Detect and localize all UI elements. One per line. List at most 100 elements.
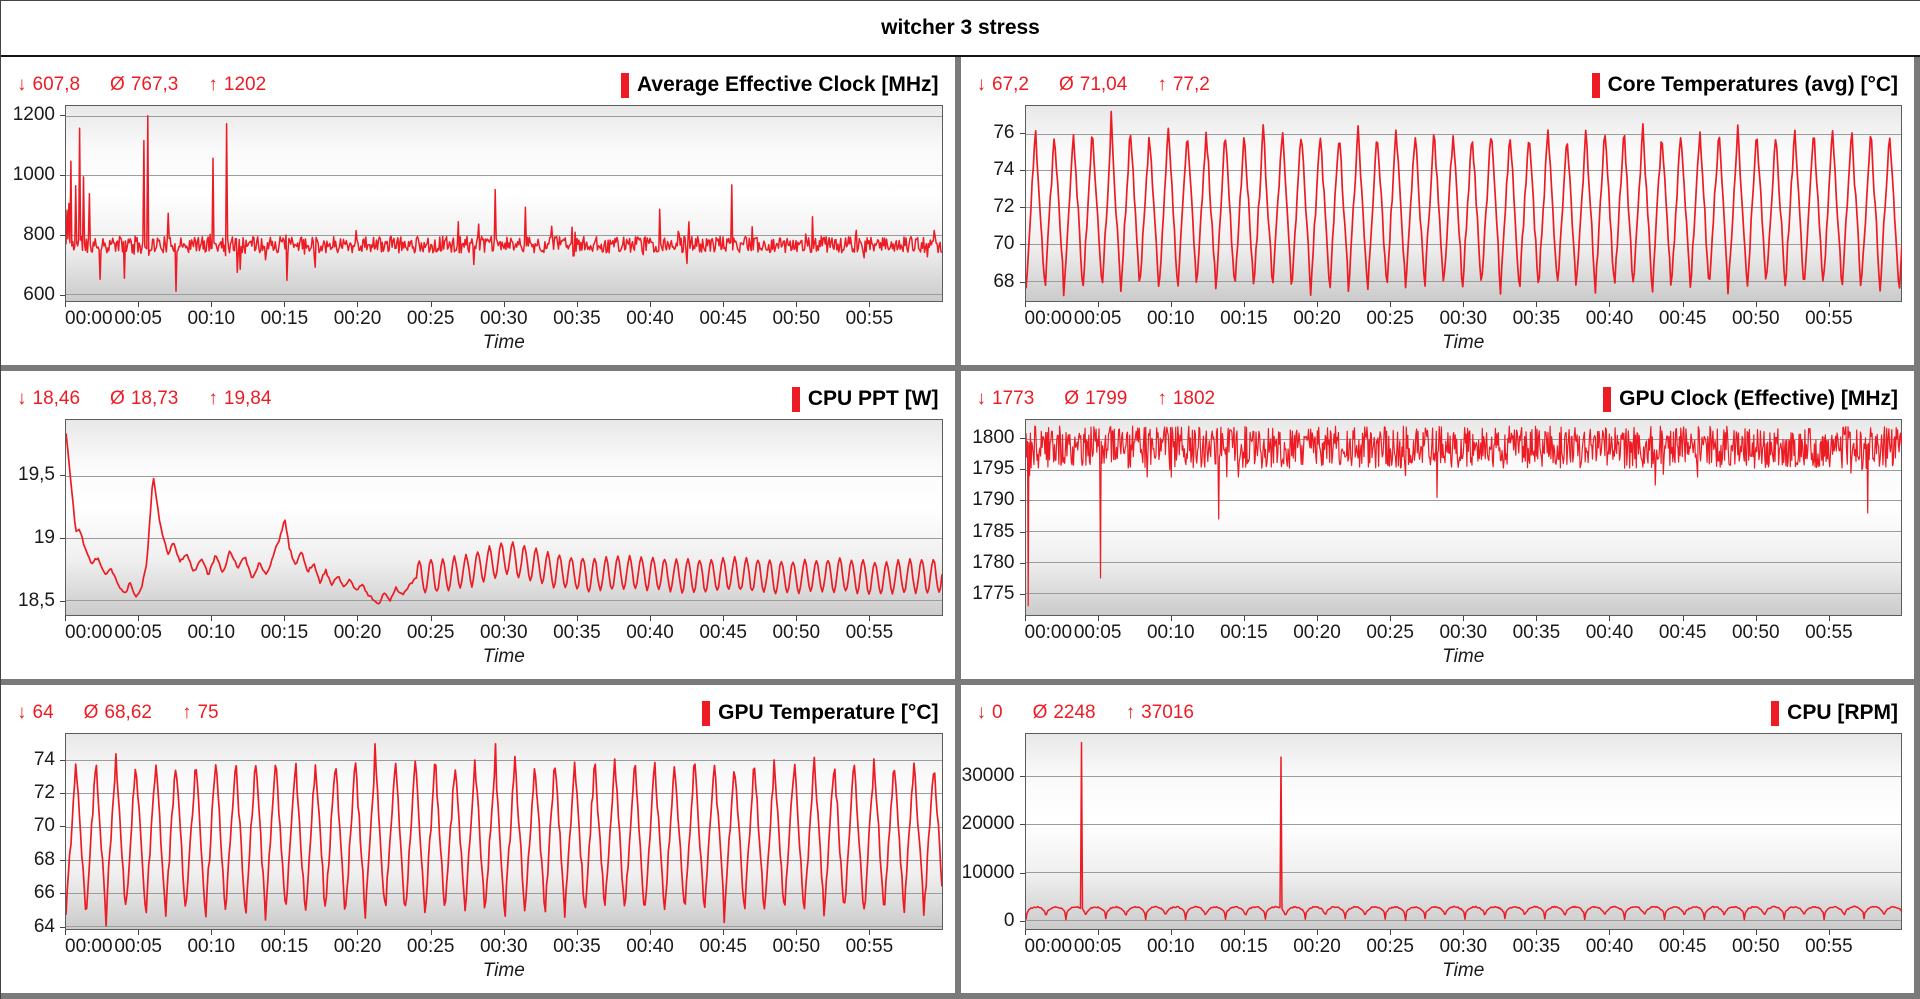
x-tick-mark <box>649 930 651 935</box>
x-tick-label: 00:35 <box>553 308 601 329</box>
x-axis: 00:00 00:05 00:10 00:15 00:20 00:25 00:30 00:35… <box>967 930 1903 957</box>
x-tick-mark <box>869 930 871 935</box>
x-tick-label: 00:45 <box>1658 936 1707 957</box>
y-tick-label: 600 <box>23 283 55 305</box>
x-tick-mark <box>1682 302 1684 307</box>
x-tick-mark <box>503 302 505 307</box>
chart-legend: GPU Clock (Effective) [MHz] <box>1603 386 1898 412</box>
x-axis-labels: 00:00 00:05 00:10 00:15 00:20 00:25 00:30 00:35… <box>65 930 943 957</box>
y-tick-mark <box>60 759 65 761</box>
x-tick-label: 00:05 <box>114 308 162 329</box>
x-tick-mark <box>430 616 432 621</box>
y-tick-mark <box>60 538 65 540</box>
x-tick-label: 00:40 <box>626 936 674 957</box>
series-line <box>1025 110 1902 297</box>
panel-gpu-temperature: ↓ 64 Ø 68,62 ↑ 75 GPU Temperature [°C] 64 66… <box>1 685 955 993</box>
y-tick-label: 19 <box>33 527 55 549</box>
stat-min: ↓ 18,46 <box>17 388 80 410</box>
x-tick-mark <box>1170 302 1172 307</box>
legend-color-icon <box>621 72 630 98</box>
y-tick-label: 18,5 <box>18 589 55 611</box>
x-axis: 00:00 00:05 00:10 00:15 00:20 00:25 00:30 00:35… <box>967 616 1903 643</box>
x-tick-mark <box>284 302 286 307</box>
x-tick-label: 00:10 <box>187 936 236 957</box>
x-axis-title: Time <box>482 646 525 667</box>
x-tick-label: 00:00 <box>1024 308 1073 329</box>
x-tick-label: 00:00 <box>65 622 113 643</box>
x-axis-labels: 00:00 00:05 00:10 00:15 00:20 00:25 00:30 00:35… <box>1024 302 1903 329</box>
stat-max-value: 1202 <box>223 74 267 95</box>
x-tick-label: 00:50 <box>772 936 821 957</box>
gridline <box>1025 776 1901 778</box>
gridline <box>66 537 942 539</box>
x-tick-label: 00:45 <box>699 308 747 329</box>
max-arrow-icon: ↑ <box>181 702 192 723</box>
x-axis-labels: 00:00 00:05 00:10 00:15 00:20 00:25 00:30 00:35… <box>65 616 943 643</box>
x-tick-label: 00:05 <box>1073 936 1122 957</box>
x-tick-label: 00:25 <box>406 936 455 957</box>
x-tick-mark <box>1316 616 1318 621</box>
stat-min-value: 18,46 <box>32 388 81 409</box>
x-tick-mark <box>138 302 140 307</box>
x-tick-mark <box>723 616 725 621</box>
x-tick-mark <box>284 616 286 621</box>
x-tick-mark <box>503 616 505 621</box>
x-tick-mark <box>723 302 725 307</box>
x-tick-mark <box>65 930 66 935</box>
x-tick-mark <box>1097 930 1099 935</box>
y-tick-label: 74 <box>33 748 55 770</box>
x-tick-label: 00:50 <box>1731 622 1780 643</box>
average-icon: Ø <box>1032 702 1048 723</box>
stat-avg: Ø 68,62 <box>84 702 152 724</box>
y-axis: 64 66 68 70 72 74 <box>7 733 65 937</box>
x-tick-mark <box>1463 616 1465 621</box>
x-axis-labels: 00:00 00:05 00:10 00:15 00:20 00:25 00:30 00:35… <box>1024 930 1903 957</box>
stat-max: ↑ 1802 <box>1157 388 1215 410</box>
panel-average-effective-clock: ↓ 607,8 Ø 767,3 ↑ 1202 Average Effective Cl… <box>1 57 955 365</box>
x-tick-label: 00:25 <box>1366 936 1414 957</box>
y-tick-label: 70 <box>993 233 1015 255</box>
gridline <box>1025 920 1901 922</box>
stat-avg-value: 18,73 <box>130 388 179 409</box>
x-tick-label: 00:10 <box>1146 622 1195 643</box>
x-tick-mark <box>357 930 359 935</box>
max-arrow-icon: ↑ <box>1125 702 1136 723</box>
series-line <box>66 115 942 293</box>
chart-stats: ↓ 18,46 Ø 18,73 ↑ 19,84 <box>17 388 271 410</box>
y-tick-mark <box>1019 500 1025 502</box>
x-tick-mark <box>357 302 359 307</box>
x-tick-label: 00:20 <box>1293 622 1341 643</box>
chart-header: ↓ 0 Ø 2248 ↑ 37016 CPU [RPM] <box>967 689 1903 733</box>
stat-avg-value: 68,62 <box>104 702 152 723</box>
x-tick-label: 00:50 <box>772 622 821 643</box>
page-title: witcher 3 stress <box>881 16 1040 39</box>
y-tick-mark <box>1019 437 1025 439</box>
x-tick-label: 00:55 <box>845 622 894 643</box>
x-tick-mark <box>1682 616 1684 621</box>
x-tick-mark <box>576 616 578 621</box>
stat-avg: Ø 1799 <box>1064 388 1127 410</box>
chart-stats: ↓ 67,2 Ø 71,04 ↑ 77,2 <box>977 74 1210 96</box>
chart-header: ↓ 64 Ø 68,62 ↑ 75 GPU Temperature [°C] <box>7 689 943 733</box>
x-tick-mark <box>138 616 140 621</box>
x-axis-title-row: Time <box>7 329 943 357</box>
x-tick-label: 00:25 <box>406 622 455 643</box>
x-tick-label: 00:05 <box>1073 622 1122 643</box>
y-tick-label: 1775 <box>972 583 1015 605</box>
x-axis-title-row: Time <box>967 957 1903 985</box>
x-tick-label: 00:10 <box>1146 936 1195 957</box>
stat-min-value: 1773 <box>992 388 1035 409</box>
x-tick-mark <box>1024 930 1026 935</box>
y-tick-label: 1785 <box>972 520 1015 542</box>
stat-avg-value: 71,04 <box>1079 74 1128 95</box>
x-tick-label: 00:15 <box>1220 936 1268 957</box>
max-arrow-icon: ↑ <box>208 74 218 95</box>
y-tick-label: 66 <box>33 882 55 904</box>
x-axis-title-row: Time <box>967 643 1903 671</box>
x-tick-mark <box>1609 930 1611 935</box>
y-tick-label: 72 <box>993 196 1015 218</box>
x-tick-mark <box>649 302 651 307</box>
x-tick-label: 00:10 <box>187 622 236 643</box>
y-tick-label: 1795 <box>972 458 1015 480</box>
min-arrow-icon: ↓ <box>17 74 27 95</box>
